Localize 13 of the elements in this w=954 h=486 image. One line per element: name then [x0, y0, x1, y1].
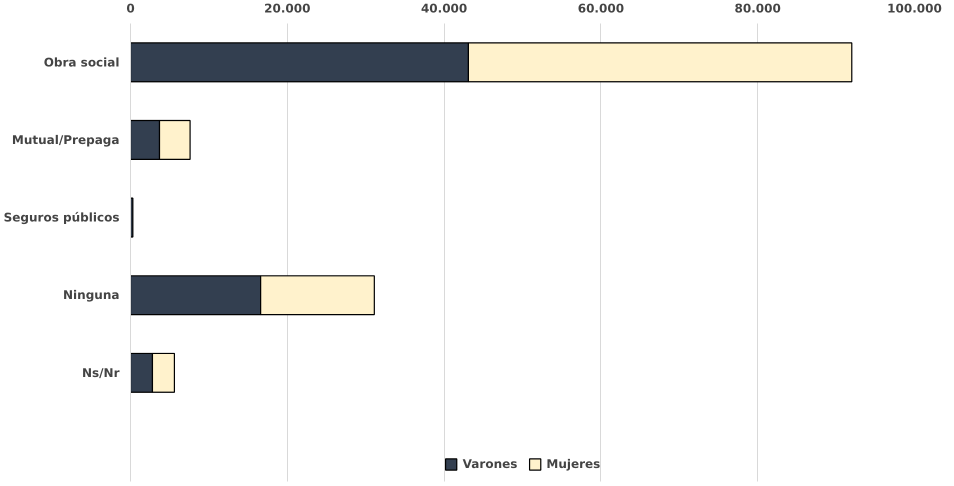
x-tick-label: 40.000 — [420, 2, 468, 16]
x-tick-label: 0 — [126, 2, 135, 16]
legend-label: Mujeres — [546, 457, 600, 471]
x-tick-label: 60.000 — [578, 2, 624, 16]
y-tick-label: Ns/Nr — [82, 366, 120, 380]
y-tick-label: Obra social — [44, 55, 120, 70]
y-tick-label: Mutual/Prepaga — [12, 132, 120, 147]
x-tick-label: 100.000 — [887, 2, 942, 16]
y-tick-label: Seguros públicos — [4, 210, 120, 225]
y-tick-label: Ninguna — [63, 288, 120, 302]
x-tick-label: 80.000 — [734, 2, 781, 16]
legend-label: Varones — [462, 457, 518, 471]
x-tick-label: 20.000 — [264, 2, 310, 16]
